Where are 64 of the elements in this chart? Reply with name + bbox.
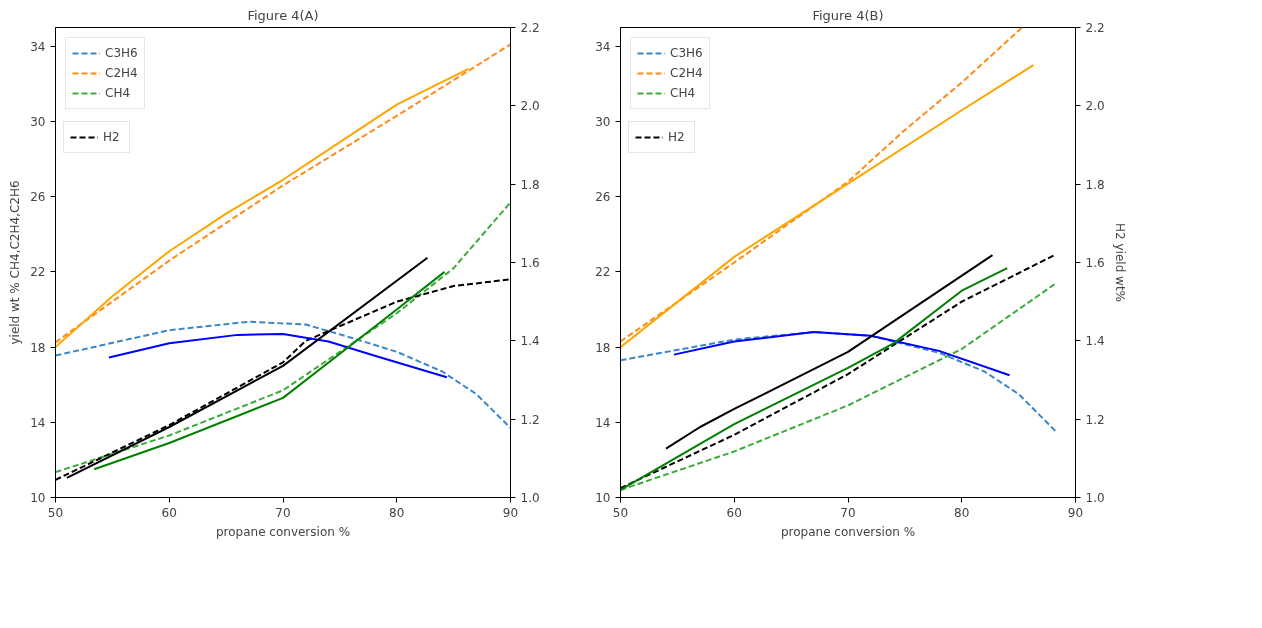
y2-tick-label: 1.2 (1085, 412, 1105, 427)
legend-label: H2 (668, 129, 686, 146)
chart-title: Figure 4(A) (247, 7, 319, 23)
x-tick-label: 50 (47, 505, 64, 520)
x-tick-label: 60 (161, 505, 177, 520)
y-tick-label: 26 (595, 190, 611, 205)
y-tick-label: 14 (30, 415, 46, 430)
y2-tick-label: 1.4 (520, 334, 540, 349)
y2-tick-label: 2.2 (1085, 21, 1105, 35)
line-series (620, 331, 1058, 433)
y-tick-label: 14 (595, 415, 611, 430)
y-tick-label: 34 (595, 39, 611, 54)
y-tick-label: 10 (595, 491, 611, 505)
y2-tick-label: 1.0 (520, 491, 540, 505)
chart-title: Figure 4(B) (812, 7, 884, 23)
x-tick-label: 90 (502, 505, 519, 520)
x-tick-label: 70 (840, 505, 856, 520)
x-axis-title: propane conversion % (780, 524, 916, 539)
x-tick-label: 80 (954, 505, 970, 520)
y2-tick-label: 2.2 (520, 21, 540, 35)
x-tick-label: 60 (726, 505, 742, 520)
line-series (55, 43, 511, 344)
y-axis-title: yield wt % CH4,C2H4,C2H6 (8, 180, 23, 345)
y-tick-label: 22 (30, 265, 46, 280)
legend-label: C3H6 (105, 45, 138, 62)
line-series (665, 254, 994, 450)
y2-tick-label: 1.8 (520, 177, 540, 192)
x-tick-label: 70 (275, 505, 291, 520)
legend-label: C2H4 (105, 65, 138, 82)
y2-tick-label: 2.0 (1085, 99, 1105, 114)
legend-label: C2H4 (670, 65, 703, 82)
line-series (107, 332, 448, 379)
line-series (620, 64, 1035, 349)
line-series (672, 331, 1011, 377)
y2-tick-label: 1.0 (1085, 491, 1105, 505)
y-tick-label: 30 (595, 115, 611, 129)
line-series (620, 27, 1024, 343)
legend-label: CH4 (105, 85, 131, 102)
line-series (93, 270, 446, 471)
y-tick-label: 10 (30, 491, 46, 505)
y-tick-label: 18 (595, 340, 611, 355)
legend-label: CH4 (670, 85, 696, 102)
legend-label: H2 (103, 129, 121, 146)
y-tick-label: 34 (30, 39, 46, 54)
y-tick-label: 26 (30, 190, 46, 205)
y-tick-label: 18 (30, 340, 46, 355)
y-tick-label: 30 (30, 115, 46, 129)
legend-label: C3H6 (670, 45, 703, 62)
y2-tick-label: 1.6 (520, 256, 540, 270)
y2-tick-label: 1.2 (520, 412, 540, 427)
x-axis-title: propane conversion % (215, 524, 351, 539)
y2-axis-title: H2 yield wt% (1112, 223, 1127, 302)
x-tick-label: 90 (1067, 505, 1084, 520)
x-tick-label: 80 (389, 505, 405, 520)
x-tick-label: 50 (612, 505, 629, 520)
y2-tick-label: 1.6 (1085, 256, 1105, 270)
line-series (55, 320, 511, 429)
y-tick-label: 22 (595, 265, 611, 280)
y2-tick-label: 1.8 (1085, 177, 1105, 192)
y2-tick-label: 1.4 (1085, 334, 1105, 349)
y2-tick-label: 2.0 (520, 99, 540, 114)
line-series (55, 67, 470, 349)
line-series (55, 201, 511, 474)
line-series (620, 267, 1009, 491)
